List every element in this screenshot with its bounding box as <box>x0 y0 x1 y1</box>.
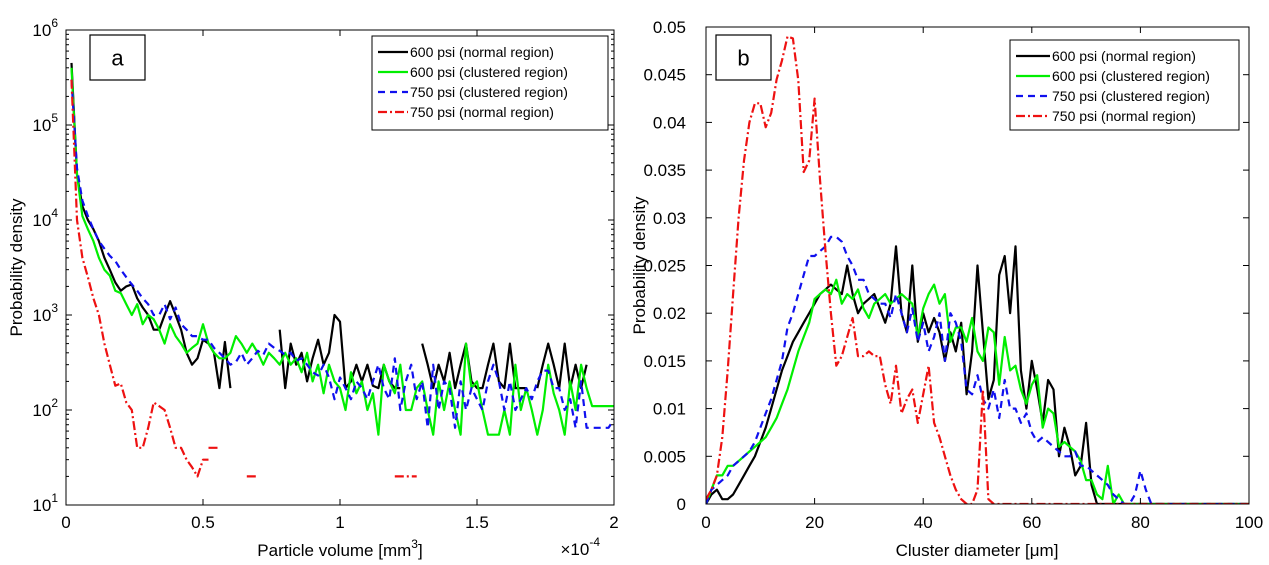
y-tick-label: 0 <box>677 495 686 514</box>
y-tick-label: 101 <box>32 491 58 515</box>
y-axis-label: Probability density <box>630 196 649 334</box>
y-tick-label: 0.03 <box>653 209 686 228</box>
legend-label-3: 750 psi (clustered region) <box>410 84 568 100</box>
legend-label-3: 750 psi (clustered region) <box>1052 88 1210 104</box>
y-tick-label: 104 <box>32 206 58 230</box>
y-tick-exponent: 3 <box>51 301 58 315</box>
y-tick-base: 10 <box>32 211 51 230</box>
series-line-3 <box>706 235 1249 504</box>
legend-label-4: 750 psi (normal region) <box>410 104 554 120</box>
y-tick-exponent: 6 <box>51 16 58 30</box>
x-axis-label-text: Particle volume [mm <box>257 541 411 560</box>
y-tick-exponent: 4 <box>51 206 58 220</box>
x-tick-label: 2 <box>609 513 618 532</box>
x-axis-multiplier-base: ×10 <box>560 540 589 559</box>
panel-label-box <box>715 34 772 81</box>
legend-label-1: 600 psi (normal region) <box>1052 48 1196 64</box>
x-tick-label: 1.5 <box>465 513 489 532</box>
panel-label-box <box>89 34 146 81</box>
panel-label: a <box>111 46 124 71</box>
x-tick-label: 0.5 <box>191 513 215 532</box>
legend-label-4: 750 psi (normal region) <box>1052 108 1196 124</box>
series-group <box>706 35 1249 504</box>
legend-label-2: 600 psi (clustered region) <box>410 64 568 80</box>
x-tick-label: 0 <box>61 513 70 532</box>
y-tick-label: 0.015 <box>643 352 686 371</box>
x-axis-label: Particle volume [mm3] <box>257 537 422 560</box>
y-tick-base: 10 <box>32 116 51 135</box>
series-group <box>70 62 614 478</box>
y-tick-exponent: 5 <box>51 111 58 125</box>
series-line-1 <box>70 62 588 390</box>
series-line-4 <box>706 35 1249 504</box>
y-tick-label: 0.045 <box>643 66 686 85</box>
x-axis-multiplier: ×10-4 <box>560 535 600 559</box>
x-tick-label: 1 <box>335 513 344 532</box>
y-tick-base: 10 <box>32 401 51 420</box>
x-axis-label: Cluster diameter [μm] <box>896 541 1059 560</box>
y-tick-label: 103 <box>32 301 58 325</box>
y-tick-label: 0.035 <box>643 161 686 180</box>
y-tick-label: 0.02 <box>653 304 686 323</box>
legend-label-2: 600 psi (clustered region) <box>1052 68 1210 84</box>
x-tick-label: 60 <box>1022 513 1041 532</box>
legend-box <box>371 35 609 131</box>
series-line-4 <box>70 79 417 478</box>
y-tick-label: 0.05 <box>653 18 686 37</box>
y-tick-label: 0.005 <box>643 447 686 466</box>
x-axis-multiplier-exponent: -4 <box>589 535 600 549</box>
y-tick-exponent: 2 <box>51 396 58 410</box>
legend-label-1: 600 psi (normal region) <box>410 44 554 60</box>
x-axis-label-superscript: 3 <box>411 537 418 551</box>
x-axis-label-text: Cluster diameter [μm] <box>896 541 1059 560</box>
series-line-3 <box>70 79 614 429</box>
x-tick-label: 80 <box>1131 513 1150 532</box>
y-tick-label: 0.01 <box>653 400 686 419</box>
y-tick-label: 102 <box>32 396 58 420</box>
panel-label: b <box>737 46 749 71</box>
x-axis-label-tail: ] <box>418 541 423 560</box>
series-line-1 <box>706 245 1249 504</box>
x-tick-label: 40 <box>914 513 933 532</box>
y-tick-exponent: 1 <box>51 491 58 505</box>
chart-panel-b: 0 20 40 60 80 100 0 0.005 0.01 0.015 0.02 0.025 0.03… <box>630 18 1263 560</box>
x-tick-label: 0 <box>701 513 710 532</box>
y-tick-label: 105 <box>32 111 58 135</box>
series-line-2 <box>70 67 614 436</box>
y-tick-label: 0.04 <box>653 113 686 132</box>
y-tick-label: 106 <box>32 16 58 40</box>
y-tick-base: 10 <box>32 496 51 515</box>
x-tick-label: 20 <box>805 513 824 532</box>
y-tick-base: 10 <box>32 21 51 40</box>
x-tick-label: 100 <box>1235 513 1263 532</box>
y-axis-label: Probability density <box>7 198 26 336</box>
y-tick-base: 10 <box>32 306 51 325</box>
y-tick-label: 0.025 <box>643 257 686 276</box>
